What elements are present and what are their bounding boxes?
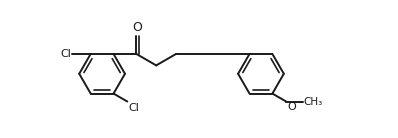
Text: O: O	[133, 21, 142, 34]
Text: Cl: Cl	[129, 103, 139, 113]
Text: O: O	[287, 103, 296, 112]
Text: Cl: Cl	[60, 49, 71, 59]
Text: CH₃: CH₃	[304, 96, 323, 107]
